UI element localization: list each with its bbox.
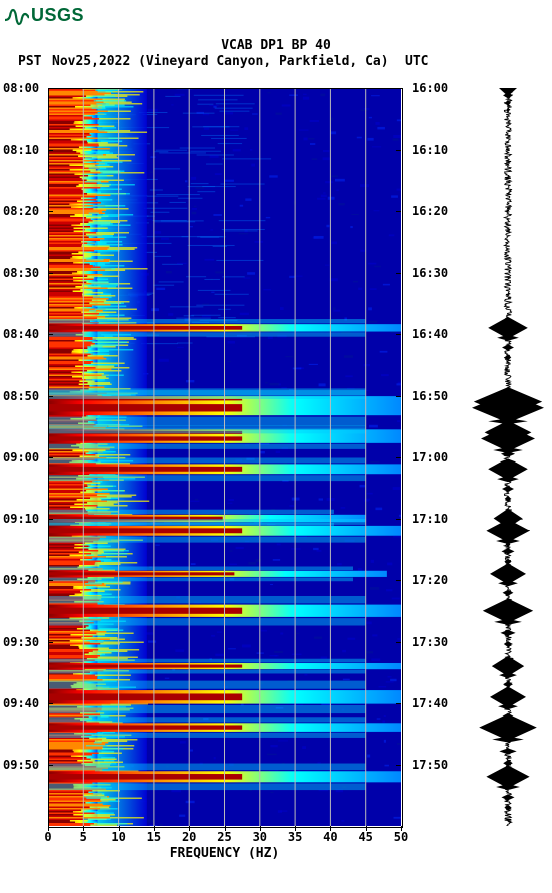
y-left-tick-label: 09:10 bbox=[3, 512, 39, 526]
y-right-tick-label: 17:40 bbox=[412, 696, 448, 710]
usgs-logo-text: USGS bbox=[31, 5, 84, 26]
y-right-tick-label: 16:00 bbox=[412, 81, 448, 95]
usgs-wave-icon bbox=[5, 6, 29, 26]
y-left-tick-label: 08:20 bbox=[3, 204, 39, 218]
y-left-tick-label: 08:00 bbox=[3, 81, 39, 95]
y-left-tick-label: 09:20 bbox=[3, 573, 39, 587]
right-timezone-label: UTC bbox=[405, 54, 428, 69]
y-left-tick-label: 08:30 bbox=[3, 266, 39, 280]
chart-title: VCAB DP1 BP 40 bbox=[0, 38, 552, 53]
y-left-tick-label: 09:40 bbox=[3, 696, 39, 710]
y-right-tick-label: 17:30 bbox=[412, 635, 448, 649]
y-left-tick-label: 09:30 bbox=[3, 635, 39, 649]
x-axis-title: FREQUENCY (HZ) bbox=[48, 846, 401, 861]
y-right-tick-label: 16:10 bbox=[412, 143, 448, 157]
x-tick-label: 40 bbox=[323, 830, 337, 844]
x-tick-label: 10 bbox=[111, 830, 125, 844]
x-tick-label: 5 bbox=[80, 830, 87, 844]
y-left-tick-label: 08:40 bbox=[3, 327, 39, 341]
y-right-tick-label: 17:00 bbox=[412, 450, 448, 464]
x-tick-label: 50 bbox=[394, 830, 408, 844]
y-right-tick-label: 17:20 bbox=[412, 573, 448, 587]
usgs-logo: USGS bbox=[5, 5, 84, 26]
x-tick-label: 15 bbox=[147, 830, 161, 844]
x-tick-label: 25 bbox=[217, 830, 231, 844]
y-left-tick-label: 08:50 bbox=[3, 389, 39, 403]
y-right-tick-label: 16:40 bbox=[412, 327, 448, 341]
left-timezone-label: PST bbox=[18, 54, 41, 69]
x-tick-label: 0 bbox=[44, 830, 51, 844]
y-right-tick-label: 17:50 bbox=[412, 758, 448, 772]
spectrogram-canvas bbox=[48, 88, 401, 826]
x-tick-label: 45 bbox=[358, 830, 372, 844]
x-tick-label: 30 bbox=[253, 830, 267, 844]
waveform-plot bbox=[470, 88, 546, 826]
y-right-tick-label: 16:20 bbox=[412, 204, 448, 218]
y-right-tick-label: 16:30 bbox=[412, 266, 448, 280]
y-right-tick-label: 17:10 bbox=[412, 512, 448, 526]
date-location-label: Nov25,2022 (Vineyard Canyon, Parkfield, … bbox=[52, 54, 389, 69]
y-left-tick-label: 09:00 bbox=[3, 450, 39, 464]
y-right-tick-label: 16:50 bbox=[412, 389, 448, 403]
y-left-tick-label: 08:10 bbox=[3, 143, 39, 157]
x-tick-label: 20 bbox=[182, 830, 196, 844]
spectrogram-plot bbox=[48, 88, 401, 826]
y-left-tick-label: 09:50 bbox=[3, 758, 39, 772]
x-tick-label: 35 bbox=[288, 830, 302, 844]
waveform-canvas bbox=[470, 88, 546, 826]
